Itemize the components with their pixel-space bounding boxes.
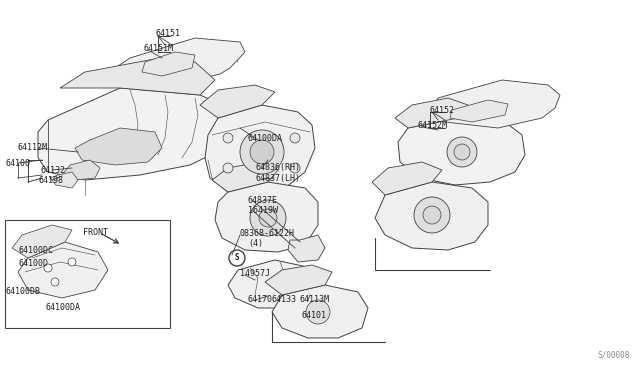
Polygon shape <box>142 52 195 76</box>
Polygon shape <box>272 285 368 338</box>
Polygon shape <box>60 58 215 95</box>
Text: 64152M: 64152M <box>418 121 448 129</box>
Circle shape <box>250 200 286 236</box>
Circle shape <box>306 300 330 324</box>
Text: 64100: 64100 <box>5 158 30 167</box>
Circle shape <box>423 206 441 224</box>
Text: 64100DC: 64100DC <box>18 246 53 254</box>
Polygon shape <box>450 100 508 122</box>
Text: 64113M: 64113M <box>300 295 330 305</box>
Circle shape <box>290 133 300 143</box>
Circle shape <box>51 278 59 286</box>
Polygon shape <box>288 235 325 262</box>
Polygon shape <box>12 225 72 258</box>
Polygon shape <box>38 88 240 180</box>
Text: 64133: 64133 <box>272 295 297 305</box>
Text: 64837E: 64837E <box>248 196 278 205</box>
Polygon shape <box>430 80 560 128</box>
Text: 64101: 64101 <box>302 311 327 320</box>
Polygon shape <box>265 265 332 295</box>
Text: S: S <box>235 253 239 263</box>
Text: 08368-6122H: 08368-6122H <box>240 228 295 237</box>
Text: 64100DA: 64100DA <box>45 302 80 311</box>
Circle shape <box>68 258 76 266</box>
Text: 64100D: 64100D <box>18 259 48 267</box>
Text: 64151M: 64151M <box>143 44 173 52</box>
Text: 64836(RH): 64836(RH) <box>255 163 300 171</box>
Text: 14957J: 14957J <box>240 269 270 278</box>
Polygon shape <box>228 260 320 308</box>
Text: FRONT: FRONT <box>83 228 108 237</box>
Polygon shape <box>395 98 468 128</box>
Text: S/00008: S/00008 <box>598 351 630 360</box>
Text: 64100DA: 64100DA <box>248 134 283 142</box>
Circle shape <box>240 130 284 174</box>
Polygon shape <box>212 162 278 192</box>
Polygon shape <box>205 105 315 195</box>
Polygon shape <box>375 182 488 250</box>
Polygon shape <box>200 85 275 118</box>
Circle shape <box>290 163 300 173</box>
Text: 64112M: 64112M <box>17 142 47 151</box>
Polygon shape <box>215 182 318 252</box>
Polygon shape <box>62 160 100 180</box>
Polygon shape <box>50 172 78 188</box>
Circle shape <box>447 137 477 167</box>
Text: 64152: 64152 <box>430 106 455 115</box>
Polygon shape <box>398 118 525 185</box>
Circle shape <box>223 163 233 173</box>
Text: 64100DB: 64100DB <box>5 288 40 296</box>
Circle shape <box>454 144 470 160</box>
Circle shape <box>223 133 233 143</box>
Circle shape <box>414 197 450 233</box>
Text: 64132: 64132 <box>40 166 65 174</box>
Text: 16419W: 16419W <box>248 205 278 215</box>
Text: 64170: 64170 <box>248 295 273 305</box>
Circle shape <box>250 140 274 164</box>
Polygon shape <box>115 38 245 88</box>
Polygon shape <box>372 162 442 195</box>
Bar <box>5 220 170 328</box>
Polygon shape <box>18 242 108 298</box>
Text: 64198: 64198 <box>38 176 63 185</box>
Circle shape <box>259 209 277 227</box>
Circle shape <box>229 250 245 266</box>
Text: 64151: 64151 <box>155 29 180 38</box>
Text: 64837(LH): 64837(LH) <box>255 173 300 183</box>
Text: (4): (4) <box>248 238 263 247</box>
Circle shape <box>44 264 52 272</box>
Polygon shape <box>75 128 162 165</box>
